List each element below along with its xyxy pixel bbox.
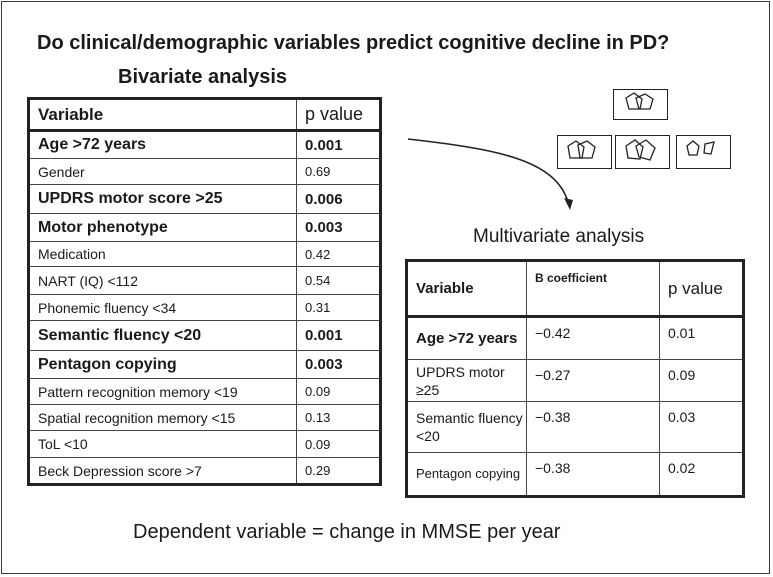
p-value-cell: 0.001 bbox=[296, 320, 381, 351]
col-variable-header: Variable bbox=[28, 98, 297, 132]
p-value-cell: 0.001 bbox=[296, 130, 381, 159]
variable-cell: UPDRS motor ≥25 bbox=[406, 359, 527, 402]
variable-cell: ToL <10 bbox=[28, 430, 297, 458]
multivariate-header-row: Variable B coefficient p value bbox=[406, 260, 744, 318]
table-row: Semantic fluency <20 0.001 bbox=[28, 320, 381, 351]
p-value-cell: 0.09 bbox=[659, 359, 744, 402]
col-p-header: p value bbox=[659, 260, 744, 318]
dependent-variable-note: Dependent variable = change in MMSE per … bbox=[133, 521, 561, 543]
table-row: Pattern recognition memory <19 0.09 bbox=[28, 378, 381, 405]
variable-cell: Gender bbox=[28, 158, 297, 185]
b-coefficient-cell: −0.42 bbox=[526, 316, 660, 360]
table-row: Phonemic fluency <34 0.31 bbox=[28, 294, 381, 321]
table-row: Age >72 years 0.001 bbox=[28, 130, 381, 159]
pentagon-drawing-icon bbox=[613, 89, 668, 120]
p-value-cell: 0.29 bbox=[296, 457, 381, 485]
p-value-cell: 0.09 bbox=[296, 378, 381, 405]
p-value-cell: 0.54 bbox=[296, 266, 381, 295]
p-value-cell: 0.003 bbox=[296, 213, 381, 242]
table-row: Motor phenotype 0.003 bbox=[28, 213, 381, 242]
p-value-cell: 0.03 bbox=[659, 401, 744, 453]
table-row: Medication 0.42 bbox=[28, 241, 381, 267]
p-value-cell: 0.09 bbox=[296, 430, 381, 458]
variable-cell: Semantic fluency <20 bbox=[28, 320, 297, 351]
figure-title: Do clinical/demographic variables predic… bbox=[37, 32, 670, 54]
variable-cell: Medication bbox=[28, 241, 297, 267]
table-row: Pentagon copying 0.003 bbox=[28, 350, 381, 379]
b-coefficient-cell: −0.27 bbox=[526, 359, 660, 402]
variable-cell: Spatial recognition memory <15 bbox=[28, 404, 297, 431]
pentagon-drawing-icon bbox=[557, 135, 612, 169]
p-value-cell: 0.02 bbox=[659, 452, 744, 497]
p-value-cell: 0.006 bbox=[296, 184, 381, 214]
table-row: Beck Depression score >7 0.29 bbox=[28, 457, 381, 485]
bivariate-table: Variable p value Age >72 years 0.001 Gende… bbox=[27, 97, 382, 486]
table-row: Gender 0.69 bbox=[28, 158, 381, 185]
table-row: UPDRS motor ≥25 −0.27 0.09 bbox=[406, 359, 744, 402]
table-row: Semantic fluency <20 −0.38 0.03 bbox=[406, 401, 744, 453]
p-value-cell: 0.69 bbox=[296, 158, 381, 185]
variable-cell: Beck Depression score >7 bbox=[28, 457, 297, 485]
variable-cell: Motor phenotype bbox=[28, 213, 297, 242]
col-variable-header: Variable bbox=[406, 260, 527, 318]
variable-cell: Age >72 years bbox=[28, 130, 297, 159]
b-coefficient-cell: −0.38 bbox=[526, 452, 660, 497]
p-value-cell: 0.01 bbox=[659, 316, 744, 360]
pentagon-drawing-icon bbox=[676, 135, 731, 169]
table-row: NART (IQ) <112 0.54 bbox=[28, 266, 381, 295]
variable-cell: NART (IQ) <112 bbox=[28, 266, 297, 295]
variable-cell: Age >72 years bbox=[406, 316, 527, 360]
p-value-cell: 0.13 bbox=[296, 404, 381, 431]
arrow-icon bbox=[407, 138, 573, 210]
table-row: UPDRS motor score >25 0.006 bbox=[28, 184, 381, 214]
table-row: Spatial recognition memory <15 0.13 bbox=[28, 404, 381, 431]
b-coefficient-cell: −0.38 bbox=[526, 401, 660, 453]
variable-cell: UPDRS motor score >25 bbox=[28, 184, 297, 214]
pentagon-drawing-icon bbox=[615, 135, 670, 169]
col-b-header: B coefficient bbox=[526, 260, 660, 318]
variable-cell: Pentagon copying bbox=[406, 452, 527, 497]
col-p-header: p value bbox=[296, 98, 381, 132]
multivariate-heading: Multivariate analysis bbox=[473, 226, 645, 247]
table-row: Age >72 years −0.42 0.01 bbox=[406, 316, 744, 360]
bivariate-header-row: Variable p value bbox=[28, 98, 381, 132]
p-value-cell: 0.003 bbox=[296, 350, 381, 379]
multivariate-table: Variable B coefficient p value Age >72 y… bbox=[405, 259, 745, 498]
variable-cell: Semantic fluency <20 bbox=[406, 401, 527, 453]
p-value-cell: 0.31 bbox=[296, 294, 381, 321]
variable-cell: Phonemic fluency <34 bbox=[28, 294, 297, 321]
bivariate-heading: Bivariate analysis bbox=[118, 66, 287, 88]
variable-cell: Pattern recognition memory <19 bbox=[28, 378, 297, 405]
variable-cell: Pentagon copying bbox=[28, 350, 297, 379]
p-value-cell: 0.42 bbox=[296, 241, 381, 267]
table-row: ToL <10 0.09 bbox=[28, 430, 381, 458]
table-row: Pentagon copying −0.38 0.02 bbox=[406, 452, 744, 497]
